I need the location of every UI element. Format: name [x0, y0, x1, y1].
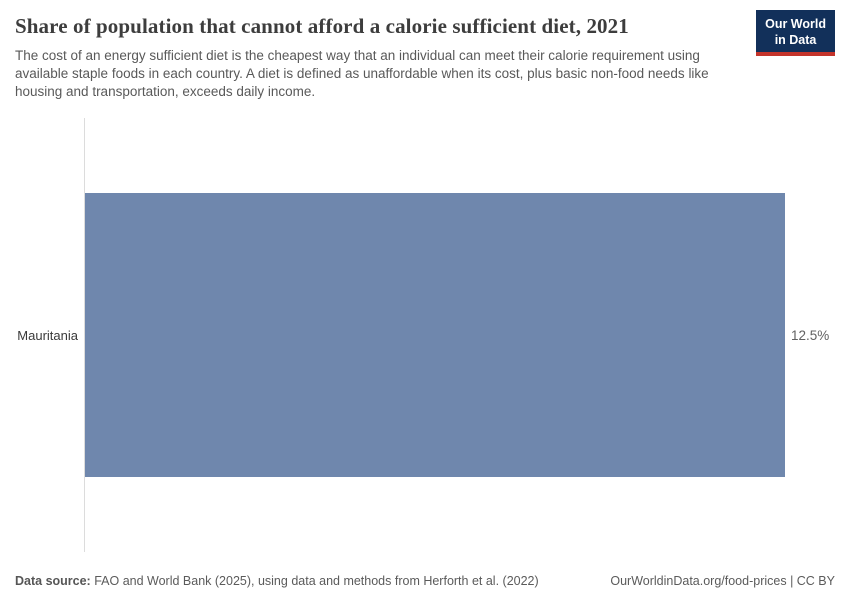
- chart-title: Share of population that cannot afford a…: [15, 14, 629, 38]
- owid-logo-line1: Our World: [765, 17, 826, 31]
- chart-header: Share of population that cannot afford a…: [15, 14, 835, 101]
- value-label: 12.5%: [791, 327, 830, 343]
- chart-subtitle: The cost of an energy sufficient diet is…: [15, 48, 709, 100]
- data-source-text: FAO and World Bank (2025), using data an…: [94, 574, 539, 588]
- y-axis-line: [84, 118, 85, 552]
- data-source-note: Data source: FAO and World Bank (2025), …: [15, 574, 539, 588]
- bar-row: Mauritania 12.5%: [0, 118, 850, 552]
- category-label: Mauritania: [17, 327, 78, 343]
- bar[interactable]: [85, 193, 785, 477]
- data-source-label: Data source:: [15, 574, 91, 588]
- owid-logo[interactable]: Our World in Data: [756, 10, 835, 56]
- chart-footer: Data source: FAO and World Bank (2025), …: [15, 574, 835, 588]
- license-link[interactable]: OurWorldinData.org/food-prices | CC BY: [610, 574, 835, 588]
- bar-rows: Mauritania 12.5%: [0, 118, 850, 552]
- bar-chart: Mauritania 12.5%: [0, 118, 850, 552]
- bar-area: 12.5%: [85, 118, 850, 552]
- owid-logo-line2: in Data: [774, 33, 817, 47]
